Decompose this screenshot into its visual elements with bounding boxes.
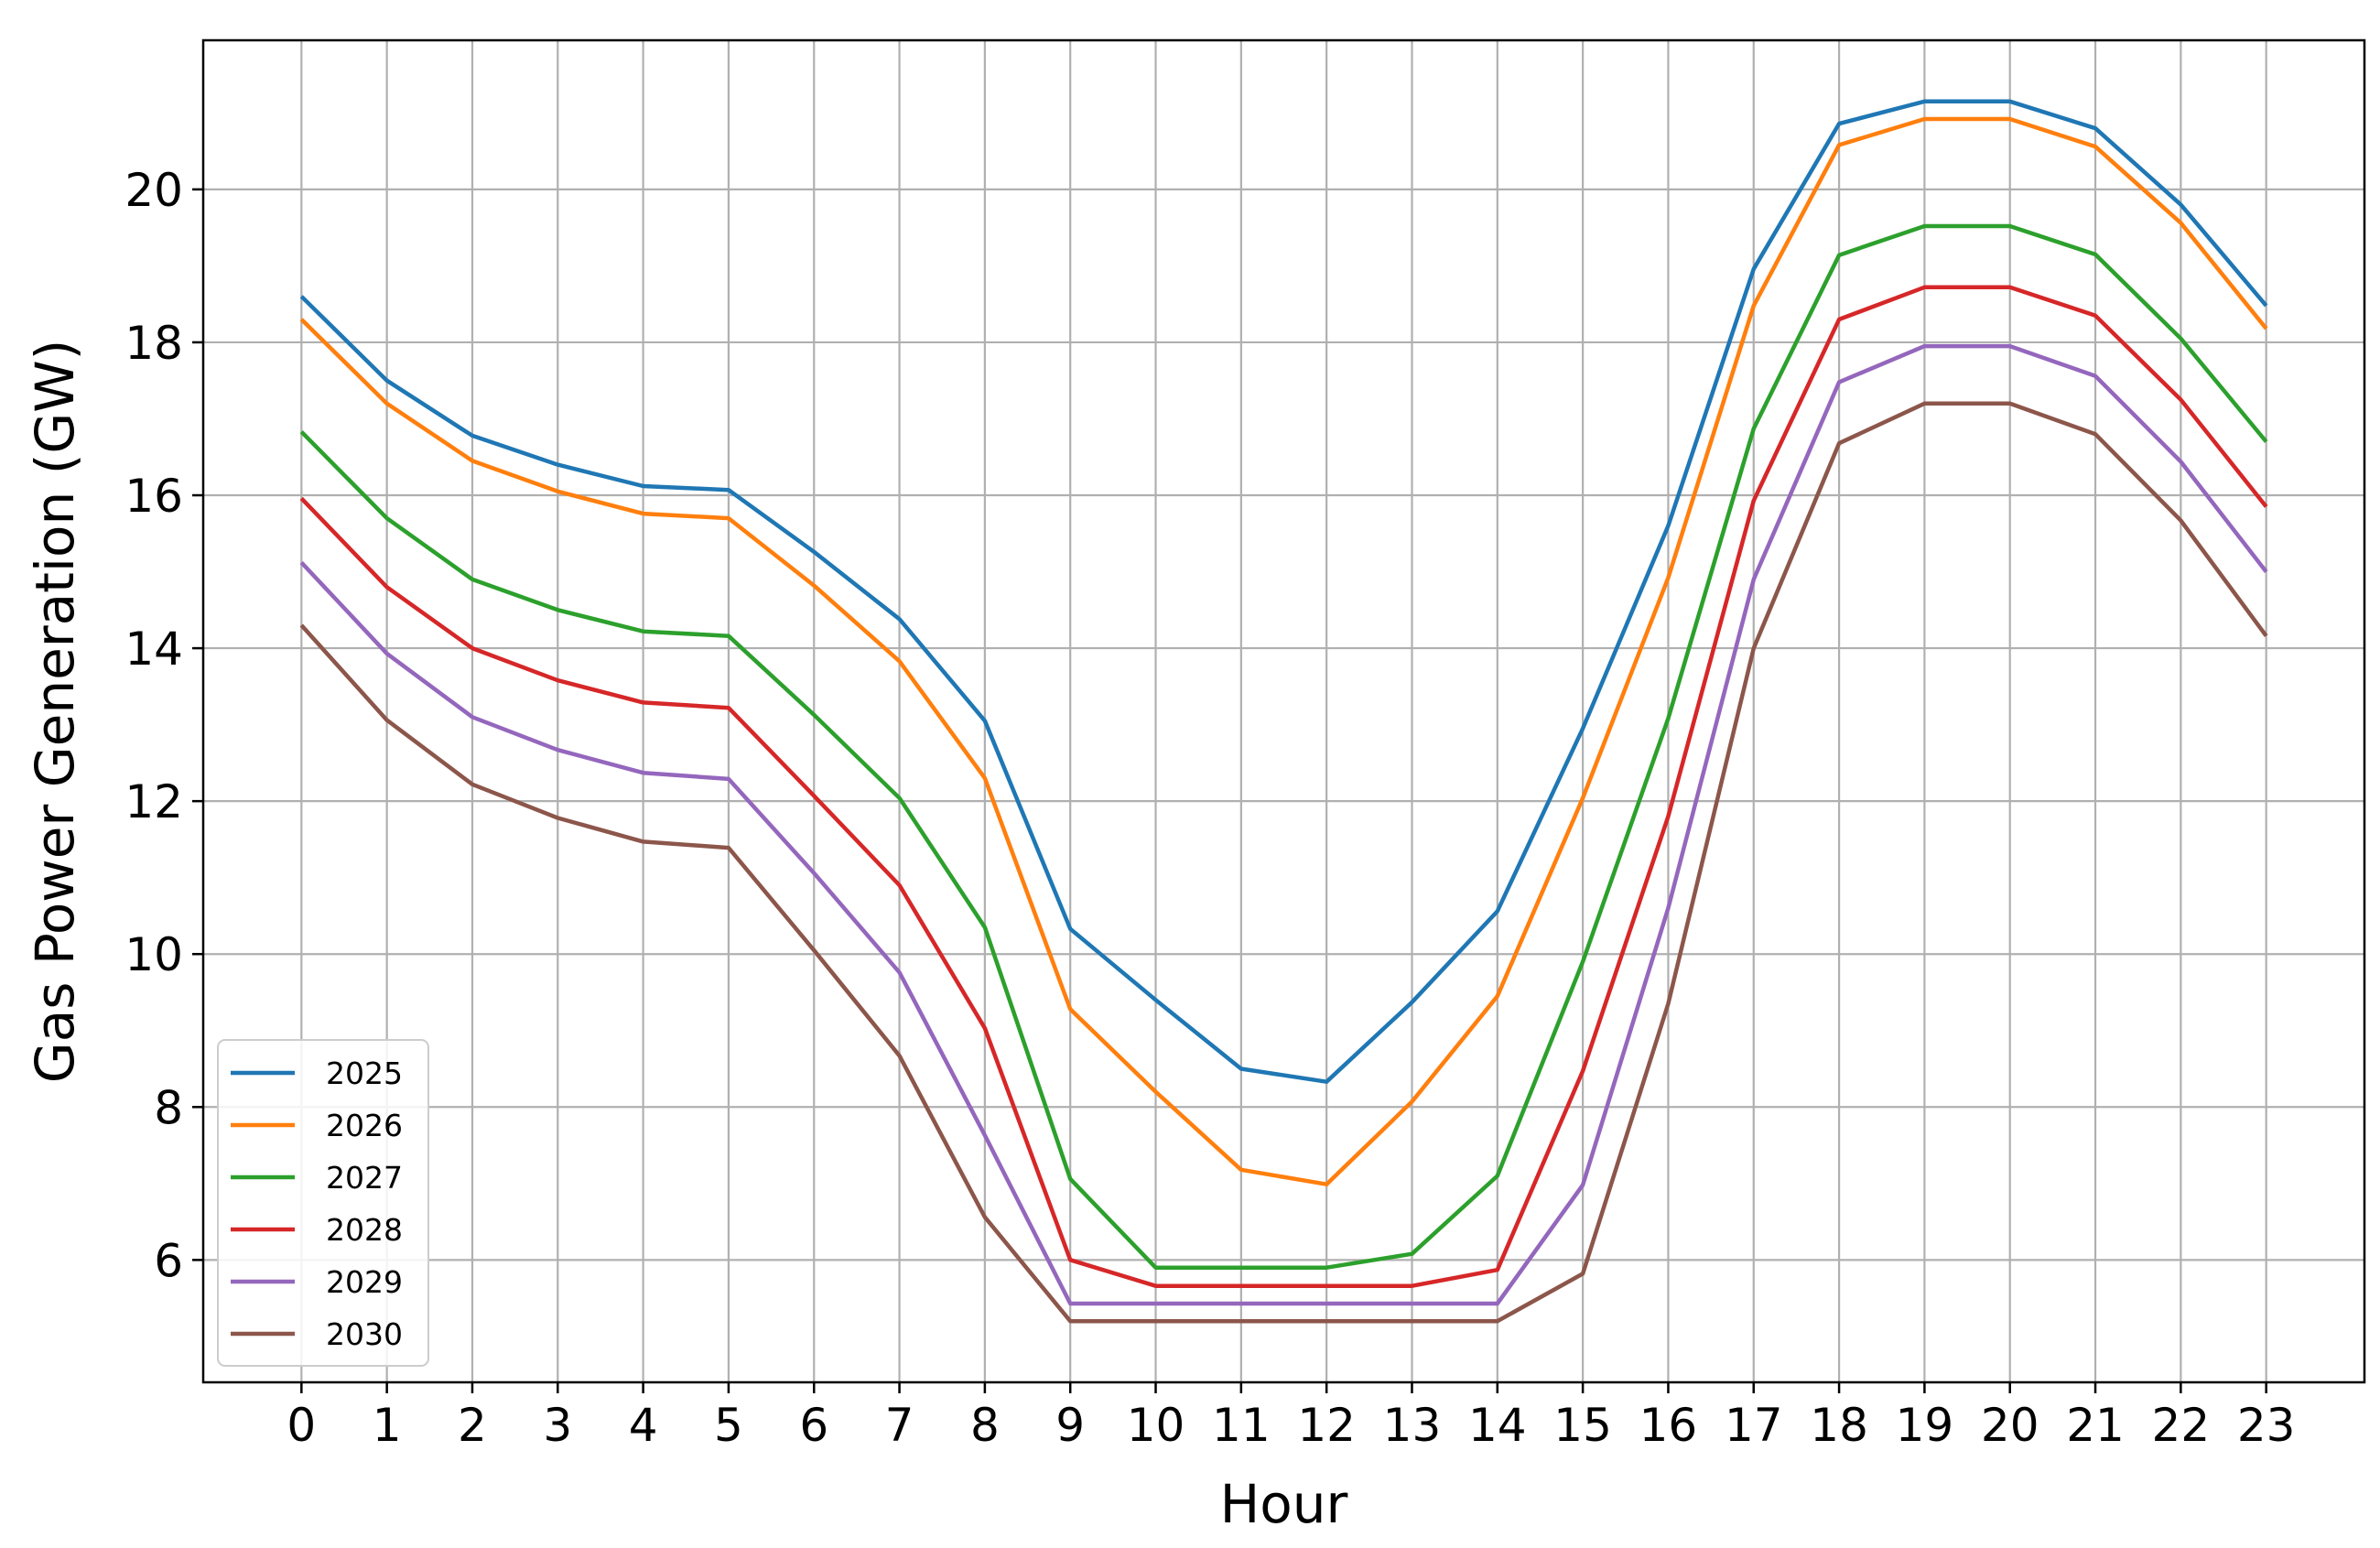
x-tick-label: 15 (1553, 1399, 1612, 1452)
x-tick-label: 0 (287, 1399, 316, 1452)
x-tick-label: 5 (714, 1399, 743, 1452)
y-tick-label: 10 (124, 928, 183, 981)
x-tick-label: 12 (1297, 1399, 1356, 1452)
legend-label: 2026 (326, 1108, 403, 1143)
series-line-2025 (299, 99, 2268, 1084)
x-tick-label: 6 (799, 1399, 828, 1452)
y-tick-label: 14 (124, 622, 183, 676)
x-tick-label: 11 (1212, 1399, 1271, 1452)
y-tick-label: 6 (154, 1234, 183, 1287)
x-tick-label: 23 (2237, 1399, 2296, 1452)
x-tick-label: 19 (1896, 1399, 1954, 1452)
legend-label: 2030 (326, 1316, 403, 1352)
y-axis-label: Gas Power Generation (GW) (24, 340, 86, 1083)
x-tick-label: 10 (1127, 1399, 1185, 1452)
legend-label: 2028 (326, 1212, 403, 1248)
x-tick-label: 18 (1810, 1399, 1868, 1452)
x-tick-label: 17 (1725, 1399, 1783, 1452)
x-tick-label: 3 (543, 1399, 572, 1452)
x-tick-label: 4 (629, 1399, 658, 1452)
y-tick-label: 18 (124, 317, 183, 370)
x-tick-label: 16 (1639, 1399, 1698, 1452)
legend-label: 2029 (326, 1264, 403, 1300)
legend-label: 2027 (326, 1160, 403, 1196)
series-line-2027 (299, 223, 2268, 1270)
series-line-2030 (299, 401, 2268, 1324)
legend-label: 2025 (326, 1055, 403, 1091)
x-tick-label: 7 (885, 1399, 914, 1452)
series-line-2029 (299, 343, 2268, 1306)
y-tick-label: 12 (124, 775, 183, 828)
x-tick-label: 2 (458, 1399, 487, 1452)
y-tick-label: 8 (154, 1081, 183, 1134)
series-line-2028 (299, 285, 2268, 1288)
legend-box (217, 1039, 429, 1367)
series-lines (299, 99, 2268, 1324)
ticks: 0 1 2 3 4 5 6 7 8 9 10 11 12 13 14 15 16 17 18 19 20 21 22 2368… (124, 164, 2295, 1452)
x-tick-label: 1 (373, 1399, 402, 1452)
x-tick-label: 8 (970, 1399, 1000, 1452)
x-tick-label: 13 (1383, 1399, 1442, 1452)
x-axis-label: Hour (1220, 1473, 1348, 1535)
y-tick-label: 20 (124, 164, 183, 217)
x-tick-label: 21 (2066, 1399, 2125, 1452)
grid (203, 40, 2364, 1382)
x-tick-label: 20 (1981, 1399, 2039, 1452)
series-line-2026 (299, 116, 2268, 1186)
legend: 2025 2026 2027 2028 2029 2030 (217, 1039, 429, 1367)
x-tick-label: 9 (1055, 1399, 1085, 1452)
x-tick-label: 22 (2152, 1399, 2211, 1452)
y-tick-label: 16 (124, 470, 183, 523)
plot-area-frame (201, 38, 2366, 1384)
x-tick-label: 14 (1468, 1399, 1527, 1452)
